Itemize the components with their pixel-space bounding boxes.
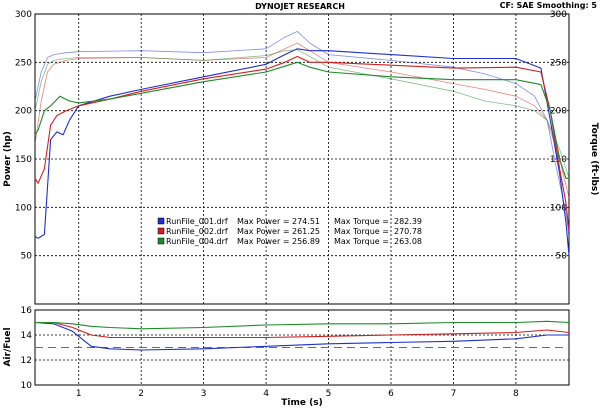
series-air-fuel-run4 bbox=[35, 320, 570, 330]
legend-power-value-run4: 256.89 bbox=[292, 237, 320, 246]
legend-swatch-run2 bbox=[157, 227, 165, 235]
torque-tick-label: 250 bbox=[550, 58, 567, 68]
power-tick-label: 150 bbox=[15, 155, 32, 165]
series-torque-run4 bbox=[34, 49, 570, 179]
legend-torque-value-run1: 282.39 bbox=[394, 217, 422, 226]
air-fuel-grid bbox=[35, 309, 569, 386]
power-tick-label: 100 bbox=[15, 203, 32, 213]
header-title: DYNOJET RESEARCH bbox=[255, 2, 345, 11]
legend-file-run4: RunFile_004.drf bbox=[166, 237, 228, 246]
series-air-fuel-run2 bbox=[35, 321, 570, 339]
time-tick-label: 5 bbox=[326, 389, 332, 399]
torque-tick-label: 300 bbox=[550, 10, 567, 20]
power-tick-labels: 50 100 150 200 250 300 bbox=[15, 10, 32, 262]
time-tick-label: 4 bbox=[263, 389, 269, 399]
air-fuel-tick-label: 10 bbox=[21, 381, 33, 391]
air-fuel-tick-label: 16 bbox=[21, 306, 33, 316]
legend-file-run1: RunFile_001.drf bbox=[166, 217, 228, 226]
air-fuel-tick-labels: 10 12 14 16 bbox=[21, 306, 33, 391]
legend-torque-label-run1: Max Torque = bbox=[334, 217, 389, 226]
series-torque-run1 bbox=[34, 30, 570, 237]
time-tick-label: 2 bbox=[138, 389, 144, 399]
torque-axis-label: Torque (ft-lbs) bbox=[589, 123, 599, 196]
legend: RunFile_001.drf Max Power = 274.51 Max T… bbox=[157, 217, 422, 246]
power-torque-series bbox=[34, 30, 570, 256]
torque-tick-label: 50 bbox=[556, 252, 568, 262]
air-fuel-tick-label: 12 bbox=[21, 356, 32, 366]
power-tick-label: 50 bbox=[21, 252, 33, 262]
legend-power-value-run1: 274.51 bbox=[292, 217, 320, 226]
air-fuel-series bbox=[34, 320, 570, 351]
legend-power-label-run2: Max Power = bbox=[237, 227, 290, 236]
legend-torque-value-run2: 270.78 bbox=[394, 227, 422, 236]
air-fuel-tick-label: 14 bbox=[21, 331, 33, 341]
legend-power-value-run2: 261.25 bbox=[292, 227, 320, 236]
power-tick-label: 250 bbox=[15, 58, 32, 68]
time-tick-label: 7 bbox=[451, 389, 457, 399]
legend-torque-label-run4: Max Torque = bbox=[334, 237, 389, 246]
series-power-run4 bbox=[34, 61, 569, 179]
power-tick-label: 200 bbox=[15, 107, 32, 117]
legend-power-label-run1: Max Power = bbox=[237, 217, 290, 226]
power-axis-label: Power (hp) bbox=[3, 131, 13, 187]
air-fuel-panel: 10 12 14 16 Air/Fuel bbox=[3, 306, 570, 391]
legend-power-label-run4: Max Power = bbox=[237, 237, 290, 246]
air-fuel-axis-label: Air/Fuel bbox=[3, 327, 13, 366]
series-air-fuel-run1 bbox=[34, 321, 569, 351]
power-tick-label: 300 bbox=[15, 10, 32, 20]
time-tick-labels: 1 2 3 4 5 6 7 8 bbox=[76, 389, 519, 399]
power-torque-panel: 50 100 150 200 250 300 50 100 150 200 250 300 Powe… bbox=[3, 10, 599, 305]
time-tick-label: 1 bbox=[76, 389, 82, 399]
series-power-run2 bbox=[34, 55, 570, 232]
legend-file-run2: RunFile_002.drf bbox=[166, 227, 228, 236]
time-tick-label: 8 bbox=[513, 389, 519, 399]
torque-tick-label: 200 bbox=[550, 107, 567, 117]
legend-torque-label-run2: Max Torque = bbox=[334, 227, 389, 236]
legend-torque-value-run4: 263.08 bbox=[394, 237, 422, 246]
header-info: CF: SAE Smoothing: 5 bbox=[500, 1, 598, 10]
time-axis-label: Time (s) bbox=[281, 398, 322, 408]
time-tick-label: 6 bbox=[388, 389, 394, 399]
legend-swatch-run4 bbox=[157, 237, 165, 245]
time-tick-label: 3 bbox=[201, 389, 207, 399]
legend-swatch-run1 bbox=[157, 217, 165, 225]
series-torque-run2 bbox=[34, 42, 570, 198]
power-torque-grid bbox=[35, 13, 569, 304]
torque-tick-label: 100 bbox=[550, 203, 567, 213]
